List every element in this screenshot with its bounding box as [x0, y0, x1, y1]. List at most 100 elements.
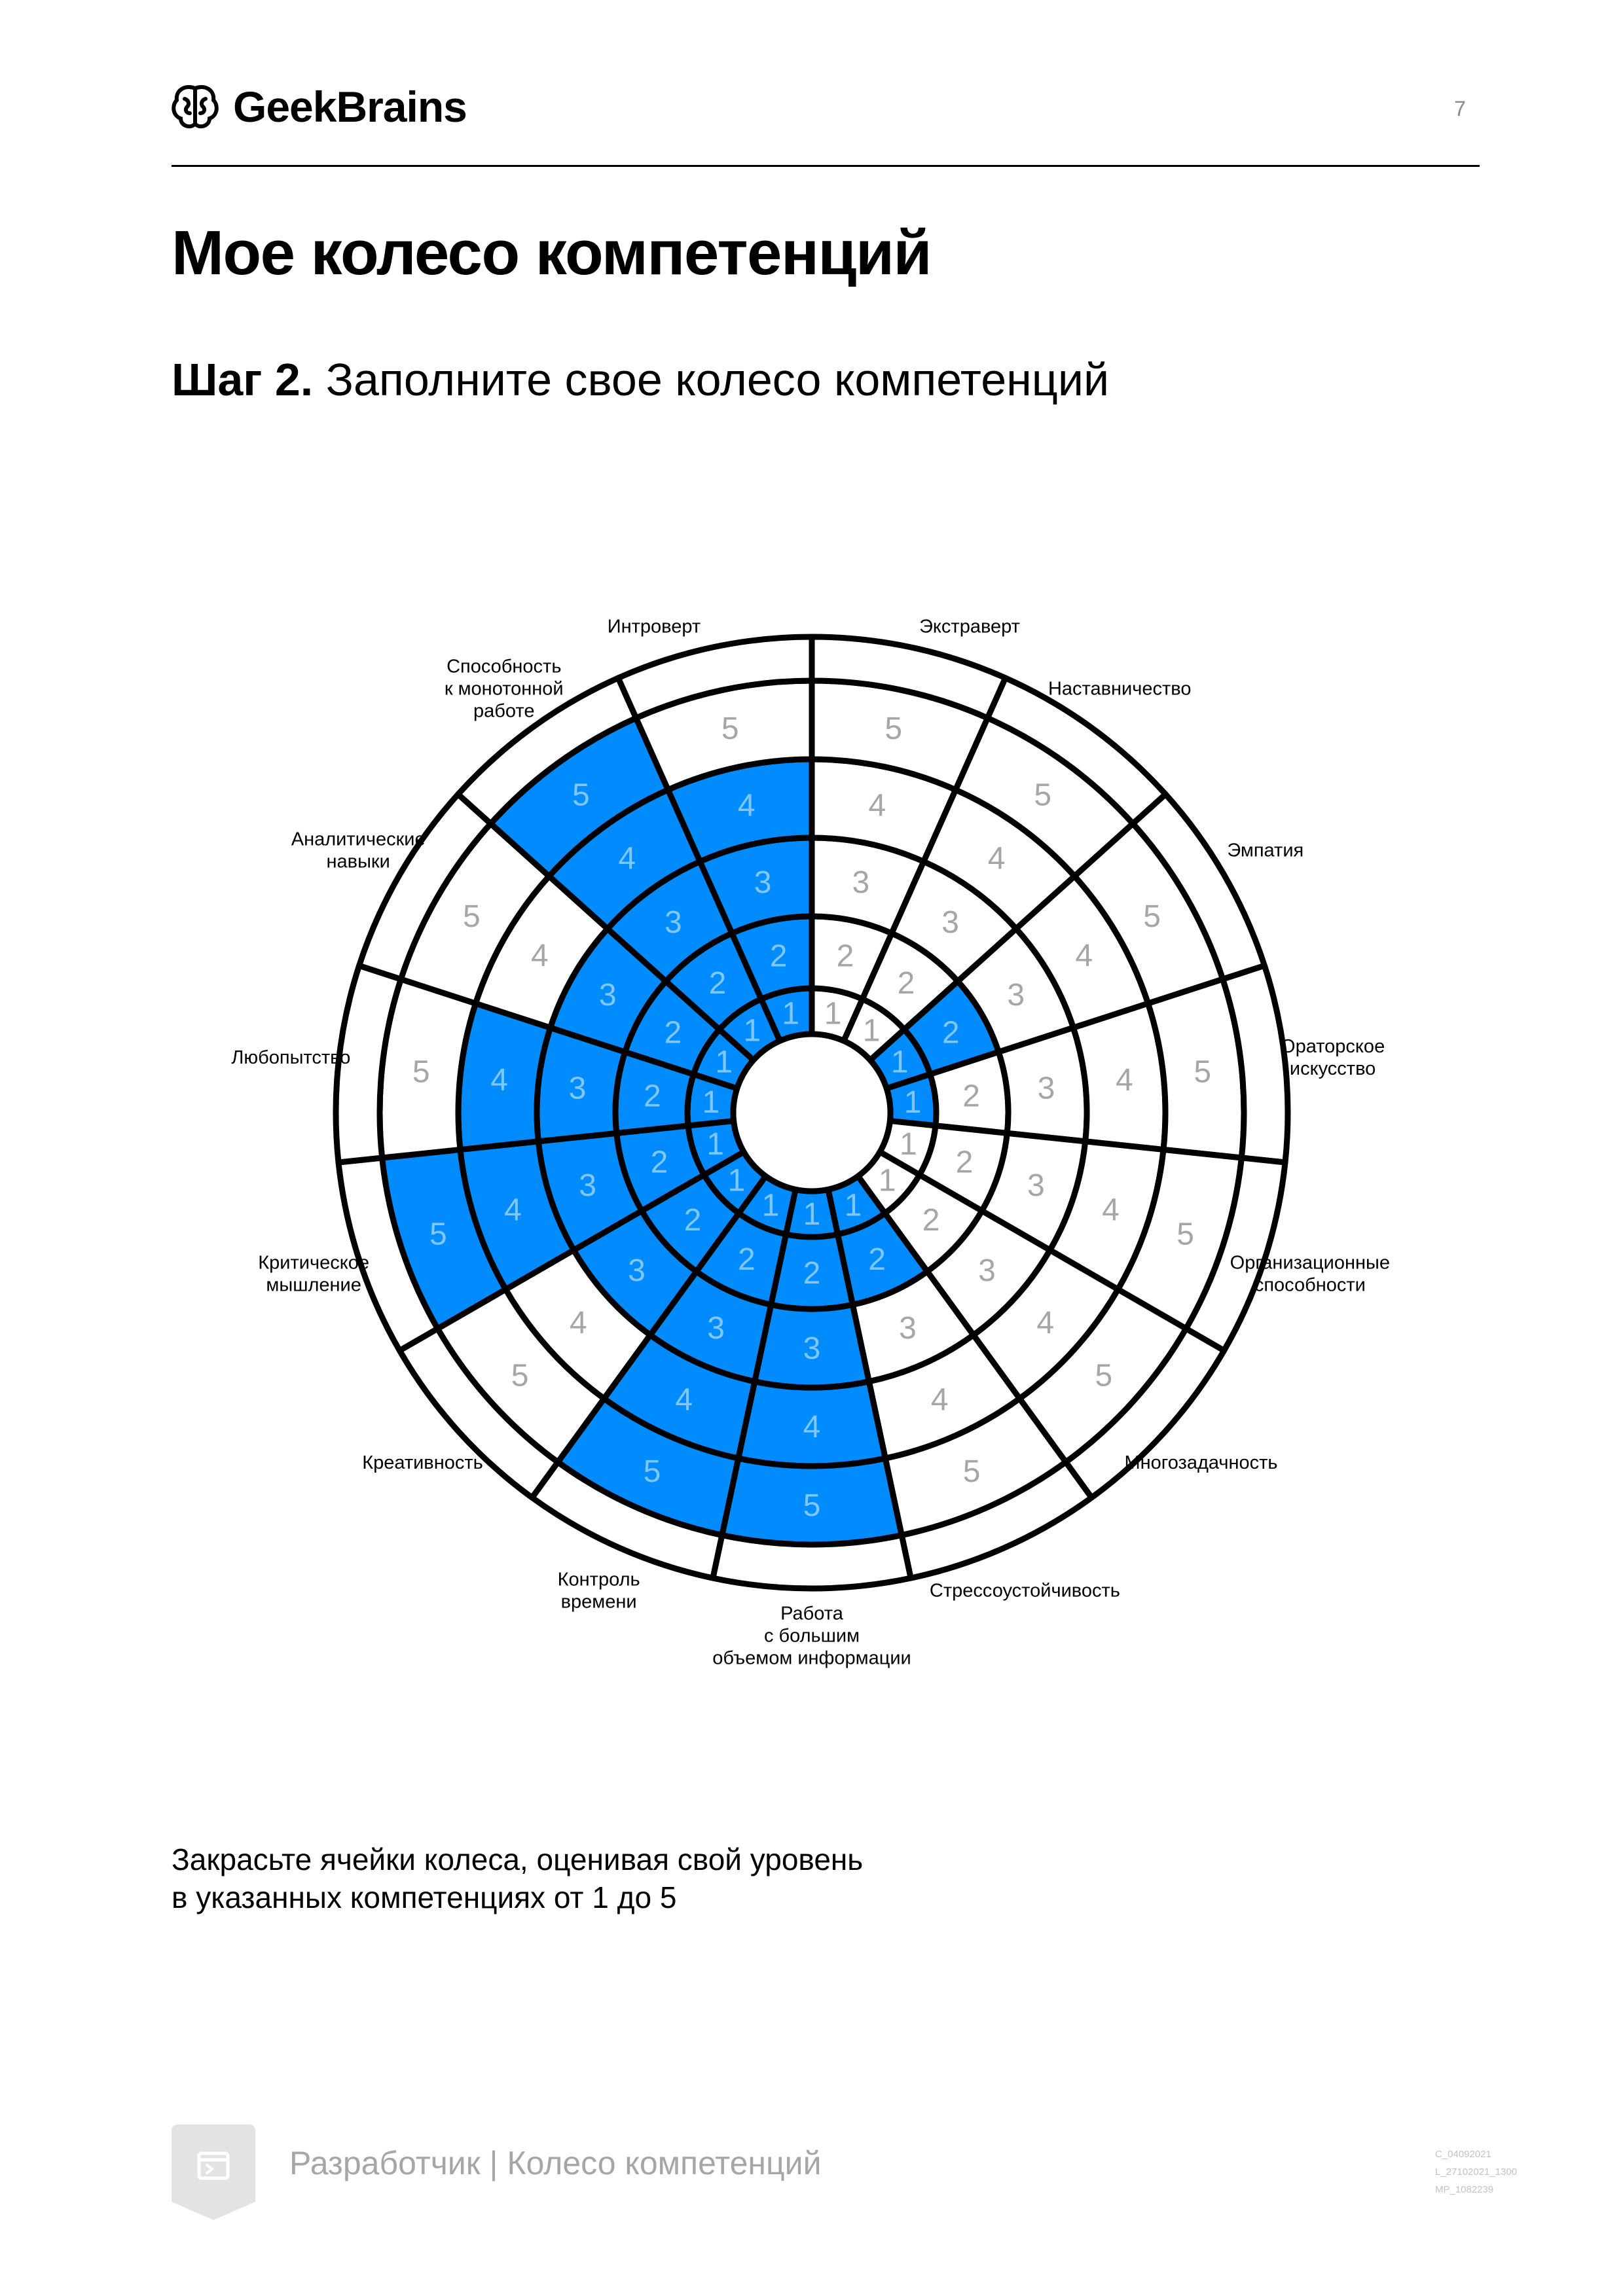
level-number: 2 — [644, 1079, 661, 1113]
level-number: 1 — [702, 1085, 720, 1120]
level-number: 2 — [651, 1145, 668, 1180]
level-number: 1 — [762, 1189, 780, 1223]
level-number: 4 — [1102, 1193, 1120, 1227]
level-number: 1 — [879, 1164, 896, 1198]
level-number: 4 — [738, 788, 756, 823]
level-number: 5 — [572, 778, 590, 813]
page-title: Мое колесо компетенций — [172, 218, 932, 288]
level-number: 1 — [706, 1127, 724, 1162]
segment-label: Стрессоустойчивость — [930, 1580, 1120, 1601]
level-number: 4 — [1075, 939, 1093, 973]
level-number: 1 — [782, 996, 799, 1031]
level-number: 3 — [978, 1253, 996, 1288]
level-number: 3 — [803, 1331, 821, 1366]
level-number: 3 — [599, 978, 617, 1013]
level-number: 5 — [644, 1454, 661, 1489]
step-text: Заполните свое колесо компетенций — [325, 354, 1110, 405]
level-number: 1 — [715, 1045, 733, 1080]
level-number: 3 — [899, 1311, 917, 1346]
level-number: 2 — [922, 1203, 940, 1238]
level-number: 5 — [884, 711, 902, 746]
level-number: 3 — [754, 865, 772, 900]
level-number: 5 — [1176, 1217, 1194, 1251]
level-number: 2 — [837, 939, 854, 973]
level-number: 2 — [664, 1016, 682, 1050]
level-number: 3 — [1027, 1168, 1045, 1203]
level-number: 2 — [956, 1145, 974, 1180]
segment-label: Любопытство — [231, 1047, 350, 1068]
level-number: 4 — [1036, 1306, 1054, 1340]
footer-code: C_04092021 — [1435, 2149, 1491, 2160]
segment-label: Экстраверт — [919, 617, 1020, 637]
segment-label: Эмпатия — [1227, 840, 1304, 861]
level-number: 5 — [1143, 899, 1161, 934]
level-number: 5 — [412, 1054, 430, 1089]
level-number: 2 — [738, 1242, 756, 1277]
level-number: 5 — [963, 1454, 981, 1489]
level-number: 5 — [721, 711, 739, 746]
segment-label: Интроверт — [608, 617, 701, 637]
instruction-line: Закрасьте ячейки колеса, оценивая свой у… — [172, 1842, 864, 1876]
outer-ring-cell — [710, 1532, 914, 1592]
segment-label: Способность к монотонной работе — [445, 656, 564, 721]
level-number: 2 — [803, 1256, 821, 1291]
level-number: 4 — [803, 1410, 821, 1444]
level-number: 2 — [684, 1203, 702, 1238]
level-number: 4 — [675, 1383, 693, 1418]
brain-logo-icon — [172, 85, 219, 129]
level-number: 3 — [1038, 1071, 1055, 1105]
level-number: 1 — [891, 1045, 909, 1080]
level-number: 3 — [628, 1253, 646, 1288]
level-number: 2 — [868, 1242, 886, 1277]
instruction-line: в указанных компетенциях от 1 до 5 — [172, 1880, 677, 1914]
level-number: 4 — [570, 1306, 587, 1340]
level-number: 4 — [504, 1193, 522, 1227]
level-number: 5 — [463, 899, 481, 934]
segment-label: Работа с большим объемом информации — [712, 1604, 911, 1669]
level-number: 1 — [904, 1085, 922, 1120]
level-number: 5 — [429, 1217, 447, 1251]
segment-label: Организационные способности — [1230, 1253, 1390, 1296]
level-number: 2 — [898, 966, 915, 1001]
level-number: 4 — [988, 842, 1006, 876]
level-number: 5 — [511, 1358, 529, 1393]
page-number: 7 — [1454, 97, 1466, 120]
level-number: 3 — [852, 865, 869, 900]
level-number: 3 — [569, 1071, 587, 1105]
level-number: 3 — [941, 905, 959, 940]
level-number: 4 — [490, 1063, 508, 1098]
level-number: 5 — [803, 1488, 821, 1523]
wheel-center — [730, 1031, 894, 1194]
segment-label: Креативность — [362, 1452, 483, 1473]
level-number: 5 — [1194, 1054, 1211, 1089]
level-number: 2 — [709, 966, 727, 1001]
level-number: 4 — [931, 1383, 949, 1418]
step-heading: Шаг 2. Заполните свое колесо компетенций — [172, 353, 1109, 406]
segment-label: Многозадачность — [1125, 1452, 1278, 1473]
level-number: 1 — [824, 996, 842, 1031]
level-number: 3 — [579, 1168, 596, 1203]
level-number: 1 — [900, 1127, 917, 1162]
level-number: 2 — [962, 1079, 980, 1113]
level-number: 5 — [1034, 778, 1051, 813]
footer-codes: C_04092021 L_27102021_1300 MP_1082239 — [1435, 2145, 1517, 2198]
level-number: 2 — [942, 1016, 960, 1050]
level-number: 4 — [531, 939, 549, 973]
logo-text: GeekBrains — [233, 82, 467, 131]
level-number: 3 — [665, 905, 682, 940]
level-number: 1 — [803, 1197, 821, 1232]
developer-badge-icon — [172, 2125, 255, 2220]
level-number: 1 — [744, 1014, 761, 1049]
level-number: 4 — [1116, 1063, 1133, 1098]
level-number: 5 — [1095, 1358, 1113, 1393]
segment-label: Аналитические навыки — [291, 829, 426, 872]
segment-label: Наставничество — [1048, 678, 1192, 699]
step-label: Шаг 2. — [172, 354, 314, 405]
footer-code: L_27102021_1300 — [1435, 2166, 1518, 2178]
segment-label: Ораторское искусство — [1281, 1036, 1385, 1079]
outer-ring-cell — [615, 634, 815, 721]
segment-label: Критическое мышление — [258, 1253, 369, 1296]
level-number: 1 — [845, 1189, 862, 1223]
header-divider — [172, 165, 1480, 167]
